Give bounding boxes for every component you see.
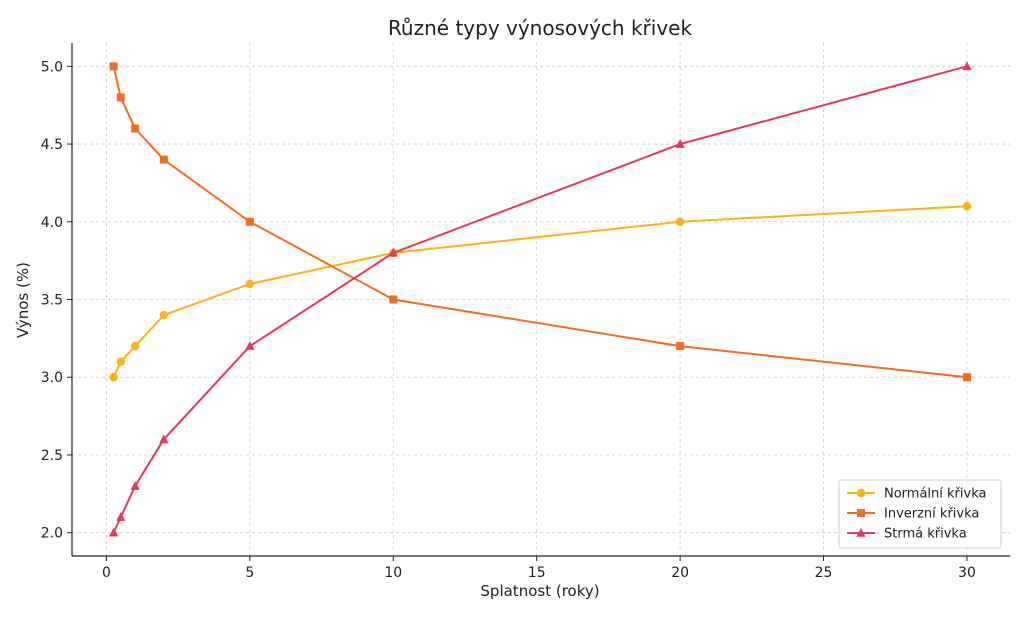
data-point: [159, 434, 169, 444]
data-point: [389, 295, 398, 304]
x-tick-label: 0: [102, 565, 111, 581]
data-point: [245, 217, 254, 226]
y-axis-ticks: 2.0 2.5 3.0 3.5 4.0 4.5 5.0: [41, 59, 72, 542]
data-point: [130, 481, 140, 490]
x-axis-ticks: 0 5 10 15 20 25 30: [102, 556, 976, 581]
data-point: [109, 62, 118, 71]
series-group: [108, 61, 972, 537]
data-point: [676, 342, 685, 351]
y-tick-label: 4.0: [41, 215, 63, 231]
grid: [72, 43, 1010, 556]
data-point: [962, 202, 972, 211]
data-point: [962, 373, 971, 382]
y-tick-label: 2.0: [41, 526, 63, 542]
y-axis-label: Výnos (%): [14, 262, 32, 338]
legend-label: Normální křivka: [884, 487, 986, 502]
data-point: [108, 527, 119, 537]
data-point: [245, 341, 255, 350]
legend-label: Inverzní křivka: [884, 507, 979, 522]
x-tick-label: 15: [528, 565, 546, 581]
chart-title: Různé typy výnosových křivek: [388, 16, 693, 40]
legend-marker: [856, 488, 866, 498]
data-point: [245, 279, 255, 289]
y-tick-label: 3.5: [41, 293, 63, 309]
data-point: [131, 124, 140, 133]
y-tick-label: 2.5: [41, 448, 63, 464]
legend-box: [838, 479, 1002, 549]
x-tick-label: 10: [384, 565, 402, 581]
series-line: [112, 66, 968, 379]
legend: Normální křivka Inverzní křivka Strmá křiv…: [838, 479, 1002, 549]
series-0: [109, 202, 972, 382]
x-axis-label: Splatnost (roky): [480, 582, 599, 600]
data-point: [962, 61, 972, 71]
legend-item: Inverzní křivka: [847, 507, 979, 522]
legend-item: Normální křivka: [847, 487, 986, 502]
data-point: [675, 139, 685, 148]
series-2: [108, 61, 972, 537]
data-point: [159, 155, 168, 164]
data-point: [130, 341, 140, 351]
legend-marker: [857, 509, 865, 517]
y-tick-label: 5.0: [41, 59, 63, 75]
data-point: [116, 93, 125, 102]
series-line: [112, 65, 968, 534]
x-tick-label: 30: [958, 565, 976, 581]
data-point: [116, 512, 126, 521]
data-point: [388, 247, 398, 257]
series-line: [112, 205, 968, 378]
legend-item: Strmá křivka: [847, 527, 967, 542]
y-tick-label: 3.0: [41, 370, 63, 386]
data-point: [159, 310, 168, 320]
data-point: [109, 373, 118, 382]
series-1: [109, 62, 971, 382]
legend-marker: [856, 528, 866, 537]
x-tick-label: 20: [671, 565, 689, 581]
x-tick-label: 5: [245, 565, 254, 581]
data-point: [116, 357, 125, 366]
data-point: [675, 217, 685, 226]
x-tick-label: 25: [815, 565, 833, 581]
legend-label: Strmá křivka: [884, 527, 967, 542]
y-tick-label: 4.5: [41, 137, 63, 153]
